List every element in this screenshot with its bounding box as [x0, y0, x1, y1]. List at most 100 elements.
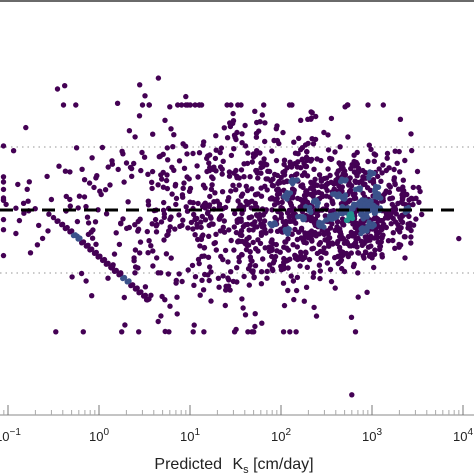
scatter-point [241, 174, 247, 180]
scatter-point [351, 261, 357, 267]
scatter-point [298, 117, 304, 124]
scatter-point [349, 392, 355, 398]
scatter-point [372, 152, 379, 158]
scatter-point [238, 102, 244, 108]
scatter-point [401, 192, 408, 198]
scatter-point [220, 224, 226, 230]
x-axis-title: Predicted Ks [cm/day] [154, 456, 313, 474]
scatter-point [239, 140, 245, 146]
scatter-point [80, 239, 87, 245]
scatter-point [400, 200, 406, 207]
scatter-point [165, 157, 171, 163]
scatter-point [375, 239, 381, 245]
scatter-point [167, 303, 173, 309]
scatter-point [298, 225, 305, 231]
scatter-point [270, 183, 276, 189]
scatter-point [340, 221, 346, 228]
scatter-point [276, 188, 282, 194]
scatter-point [399, 187, 406, 194]
scatter-point [304, 264, 310, 270]
scatter-point [189, 262, 196, 269]
scatter-point [417, 188, 423, 195]
scatter-point [285, 231, 291, 237]
scatter-point [228, 102, 234, 108]
scatter-point [26, 179, 32, 185]
scatter-point [309, 232, 315, 239]
scatter-point [73, 102, 79, 108]
scatter-point [171, 132, 177, 138]
scatter-point [133, 285, 139, 292]
scatter-point [150, 263, 156, 269]
scatter-point [228, 269, 234, 275]
scatter-point [303, 204, 309, 210]
scatter-point [296, 135, 302, 141]
scatter-point [259, 112, 265, 118]
scatter-point [190, 226, 196, 232]
scatter-point [391, 166, 397, 173]
scatter-point [284, 190, 290, 196]
scatter-point [225, 275, 231, 281]
scatter-point [284, 245, 290, 251]
scatter-point [198, 236, 205, 242]
scatter-point [156, 154, 162, 160]
scatter-point [267, 196, 274, 202]
scatter-point [348, 187, 354, 193]
scatter-point [160, 151, 166, 157]
scatter-point [181, 165, 188, 171]
scatter-point [354, 169, 360, 175]
scatter-point [121, 179, 127, 185]
scatter-point [242, 122, 248, 129]
scatter-point [366, 175, 372, 181]
scatter-point [136, 329, 142, 335]
scatter-point [400, 177, 406, 183]
scatter-point [242, 143, 249, 149]
scatter-point [207, 193, 213, 200]
scatter-point [113, 267, 120, 274]
scatter-point [226, 169, 233, 175]
scatter-point [234, 265, 240, 271]
scatter-point [44, 173, 50, 180]
scatter-point [48, 196, 55, 203]
scatter-point [319, 220, 325, 226]
scatter-point [145, 198, 151, 204]
scatter-point [354, 202, 360, 208]
scatter-point [135, 265, 141, 271]
scatter-point [184, 174, 190, 180]
scatter-point [301, 298, 307, 304]
scatter-point [107, 182, 113, 188]
scatter-point [180, 194, 186, 200]
scatter-point [254, 170, 260, 176]
scatter-point [273, 157, 280, 164]
scatter-point [279, 199, 285, 205]
scatter-point [348, 243, 354, 249]
scatter-point [274, 195, 280, 202]
scatter-point [301, 160, 307, 167]
scatter-point [386, 189, 393, 195]
scatter-point [206, 203, 212, 209]
scatter-point [222, 247, 229, 254]
scatter-point [190, 329, 196, 335]
scatter-point [393, 211, 399, 217]
scatter-point [255, 191, 261, 197]
scatter-point [380, 102, 386, 108]
scatter-point [355, 250, 362, 256]
scatter-point [186, 188, 193, 194]
scatter-point [139, 149, 145, 156]
scatter-point [216, 204, 223, 210]
scatter-point [339, 265, 345, 272]
scatter-point [166, 329, 172, 335]
scatter-point [136, 113, 143, 119]
scatter-point [197, 243, 203, 249]
scatter-point [236, 182, 242, 188]
scatter-point [390, 237, 396, 244]
scatter-point [325, 239, 331, 245]
scatter-point [0, 227, 7, 233]
scatter-point [337, 248, 343, 254]
x-tick-label: 102 [271, 427, 291, 444]
scatter-point [195, 256, 202, 263]
scatter-point [359, 225, 365, 231]
scatter-point [202, 217, 209, 223]
scatter-point [225, 198, 231, 204]
scatter-point [77, 235, 83, 241]
scatter-point [3, 201, 9, 208]
